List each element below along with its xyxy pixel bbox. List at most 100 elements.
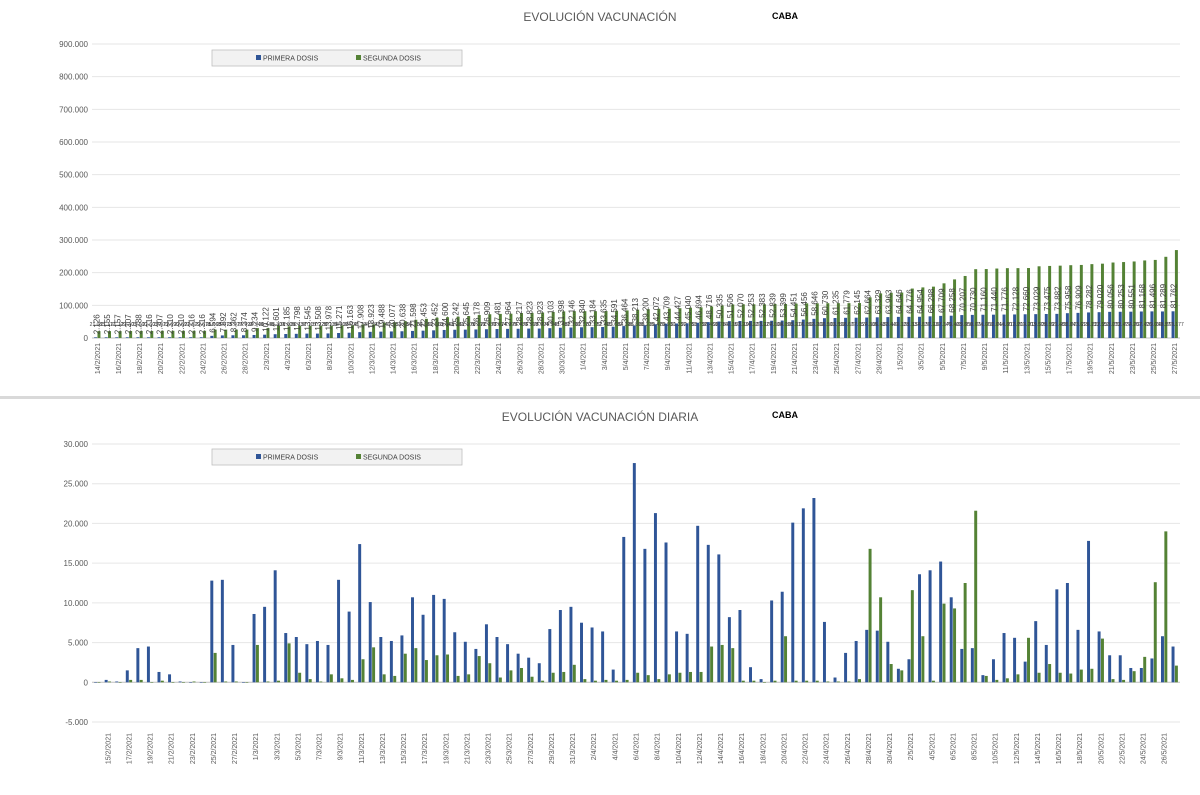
bar-segunda-dosis bbox=[1058, 265, 1062, 338]
data-label-segunda-dosis: 41.393 bbox=[364, 322, 380, 328]
bar-segunda-dosis bbox=[319, 681, 323, 683]
data-label-segunda-dosis: 65.231 bbox=[449, 322, 465, 328]
data-label-primera-dosis: 66.298 bbox=[927, 288, 936, 313]
bar-primera-dosis bbox=[400, 635, 404, 683]
bar-primera-dosis bbox=[125, 337, 129, 338]
bar-segunda-dosis bbox=[805, 680, 809, 683]
bar-segunda-dosis bbox=[1058, 672, 1062, 683]
data-label-primera-dosis: 75.958 bbox=[1064, 285, 1073, 310]
bar-primera-dosis bbox=[632, 463, 636, 683]
bar-segunda-dosis bbox=[171, 330, 175, 338]
bar-segunda-dosis bbox=[1027, 268, 1030, 338]
y-tick-label: 700.000 bbox=[59, 105, 88, 114]
y-tick-label: 600.000 bbox=[59, 138, 88, 147]
x-tick-label: 10/3/2021 bbox=[348, 343, 355, 374]
x-tick-label: 28/3/2021 bbox=[538, 343, 545, 374]
data-label-segunda-dosis: 30.448 bbox=[259, 322, 275, 328]
data-label-segunda-dosis: 25.673 bbox=[216, 322, 232, 328]
x-tick-label: 20/3/2021 bbox=[454, 343, 461, 374]
data-label-segunda-dosis: 91.237 bbox=[671, 322, 687, 328]
bar-primera-dosis bbox=[379, 331, 383, 338]
x-tick-label: 3/4/2021 bbox=[602, 343, 609, 370]
bar-segunda-dosis bbox=[689, 307, 692, 338]
bar-segunda-dosis bbox=[1048, 265, 1052, 338]
bar-primera-dosis bbox=[1097, 631, 1101, 683]
bar-segunda-dosis bbox=[1153, 582, 1157, 683]
bar-primera-dosis bbox=[928, 316, 932, 338]
bar-primera-dosis bbox=[1023, 661, 1027, 683]
bar-primera-dosis bbox=[411, 597, 414, 683]
bar-segunda-dosis bbox=[1143, 260, 1147, 338]
bar-primera-dosis bbox=[484, 329, 488, 338]
x-tick-label: 3/3/2021 bbox=[274, 733, 281, 760]
bar-segunda-dosis bbox=[710, 306, 714, 338]
bar-segunda-dosis bbox=[604, 679, 608, 683]
bar-primera-dosis bbox=[368, 602, 372, 683]
bar-segunda-dosis bbox=[160, 330, 164, 338]
bar-segunda-dosis bbox=[836, 681, 840, 683]
data-label-primera-dosis: 70.730 bbox=[969, 287, 978, 312]
bar-primera-dosis bbox=[653, 513, 657, 683]
bar-segunda-dosis bbox=[974, 269, 978, 338]
x-tick-label: 3/5/2021 bbox=[919, 343, 926, 370]
bar-primera-dosis bbox=[611, 669, 615, 683]
bar-segunda-dosis bbox=[139, 330, 143, 338]
bar-segunda-dosis bbox=[171, 682, 175, 683]
data-label-primera-dosis: 2.288 bbox=[135, 314, 144, 335]
bar-segunda-dosis bbox=[541, 312, 545, 338]
data-label-primera-dosis: 28.217 bbox=[515, 301, 524, 326]
bar-primera-dosis bbox=[949, 597, 953, 683]
bar-primera-dosis bbox=[590, 627, 594, 683]
bar-primera-dosis bbox=[664, 542, 668, 683]
data-label-primera-dosis: 67.709 bbox=[937, 288, 946, 313]
bar-segunda-dosis bbox=[910, 288, 914, 338]
data-label-segunda-dosis: 22.078 bbox=[195, 322, 211, 328]
bar-primera-dosis bbox=[675, 323, 679, 338]
x-tick-label: 16/3/2021 bbox=[412, 343, 419, 374]
bar-segunda-dosis bbox=[942, 283, 946, 338]
bar-segunda-dosis bbox=[836, 303, 840, 338]
bar-segunda-dosis bbox=[255, 328, 259, 338]
bar-primera-dosis bbox=[115, 681, 119, 683]
bar-primera-dosis bbox=[506, 328, 510, 338]
data-label-primera-dosis: 31.398 bbox=[557, 300, 566, 325]
bar-segunda-dosis bbox=[530, 676, 534, 683]
data-label-segunda-dosis: 21.129 bbox=[111, 322, 127, 328]
bar-primera-dosis bbox=[516, 328, 520, 338]
bar-segunda-dosis bbox=[467, 316, 471, 338]
x-tick-label: 22/4/2021 bbox=[803, 733, 810, 764]
bar-primera-dosis bbox=[1076, 312, 1080, 338]
bar-segunda-dosis bbox=[974, 510, 978, 683]
bar-primera-dosis bbox=[1044, 644, 1048, 683]
bar-segunda-dosis bbox=[741, 304, 745, 338]
data-label-primera-dosis: 73.882 bbox=[1054, 286, 1063, 311]
bar-primera-dosis bbox=[970, 648, 974, 683]
x-tick-label: 7/3/2021 bbox=[317, 733, 324, 760]
data-label-primera-dosis: 27.964 bbox=[504, 301, 513, 326]
data-label-primera-dosis: 33.184 bbox=[589, 299, 598, 324]
bar-segunda-dosis bbox=[192, 681, 196, 683]
bar-segunda-dosis bbox=[1111, 679, 1115, 683]
data-label-primera-dosis: 2.310 bbox=[166, 314, 175, 335]
bar-primera-dosis bbox=[1087, 312, 1091, 338]
data-label-primera-dosis: 80.056 bbox=[1106, 284, 1115, 309]
data-label-primera-dosis: 28.823 bbox=[525, 301, 534, 326]
data-label-primera-dosis: 56.456 bbox=[800, 292, 809, 317]
x-tick-label: 16/4/2021 bbox=[739, 733, 746, 764]
x-tick-label: 27/2/2021 bbox=[232, 733, 239, 764]
chart-legend: PRIMERA DOSIS SEGUNDA DOSIS bbox=[211, 448, 463, 466]
bar-primera-dosis bbox=[801, 508, 805, 683]
bar-primera-dosis bbox=[749, 667, 752, 683]
bar-primera-dosis bbox=[537, 328, 541, 338]
bar-segunda-dosis bbox=[203, 682, 207, 683]
legend-label: SEGUNDA DOSIS bbox=[363, 455, 421, 462]
data-label-primera-dosis: 52.070 bbox=[737, 293, 746, 318]
data-label-segunda-dosis: 227.553 bbox=[1092, 322, 1110, 328]
bar-segunda-dosis bbox=[794, 680, 798, 683]
bar-primera-dosis bbox=[474, 648, 478, 683]
bar-primera-dosis bbox=[273, 570, 277, 683]
data-label-segunda-dosis: 269.177 bbox=[1166, 322, 1184, 328]
bar-segunda-dosis bbox=[984, 675, 988, 683]
bar-segunda-dosis bbox=[477, 315, 481, 338]
bar-segunda-dosis bbox=[868, 548, 872, 683]
